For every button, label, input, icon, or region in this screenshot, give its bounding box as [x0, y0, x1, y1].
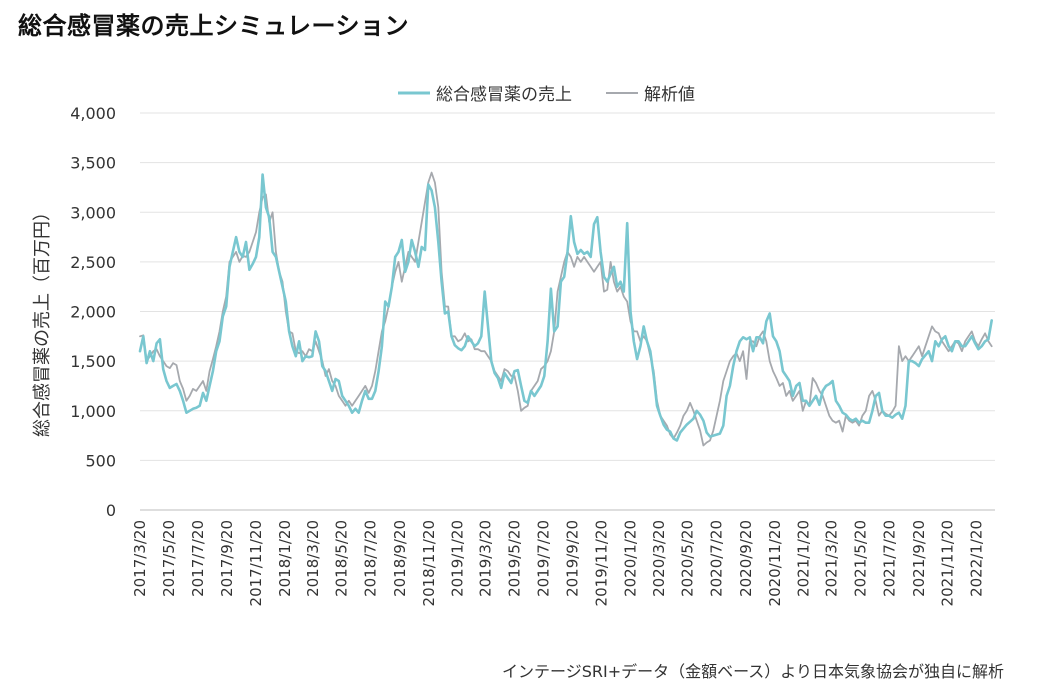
x-tick-label: 2018/3/20 [304, 520, 322, 597]
x-tick-label: 2020/5/20 [679, 520, 697, 597]
y-tick-label: 1,500 [70, 352, 116, 371]
x-tick-label: 2019/1/20 [449, 520, 467, 597]
x-tick-label: 2021/1/20 [795, 520, 813, 597]
y-tick-label: 3,500 [70, 154, 116, 173]
x-tick-label: 2021/11/20 [939, 520, 957, 606]
x-tick-label: 2020/7/20 [708, 520, 726, 597]
x-tick-label: 2019/7/20 [534, 520, 552, 597]
y-tick-label: 1,000 [70, 402, 116, 421]
legend-label-analysis: 解析値 [644, 85, 695, 105]
x-tick-label: 2021/9/20 [910, 520, 928, 597]
x-tick-label: 2020/9/20 [737, 520, 755, 597]
source-note: インテージSRI+データ（金額ベース）より日本気象協会が独自に解析 [502, 662, 1004, 681]
x-tick-label: 2018/1/20 [276, 520, 294, 597]
y-tick-label: 2,500 [70, 253, 116, 272]
x-tick-label: 2019/9/20 [564, 520, 582, 597]
x-tick-label: 2021/3/20 [823, 520, 841, 597]
x-tick-label: 2018/11/20 [420, 520, 438, 606]
x-tick-label: 2019/5/20 [505, 520, 523, 597]
series-lines [138, 171, 993, 447]
y-tick-label: 2,000 [70, 303, 116, 322]
x-tick-label: 2017/5/20 [160, 520, 178, 597]
x-axis-ticks: 2017/3/20 2017/5/20 2017/7/20 2017/9/20 2017… [131, 520, 986, 606]
y-tick-label: 3,000 [70, 203, 116, 222]
x-tick-label: 2018/7/20 [362, 520, 380, 597]
x-tick-label: 2022/1/20 [968, 520, 986, 597]
x-tick-label: 2020/3/20 [650, 520, 668, 597]
series-line-sales [138, 173, 993, 442]
x-tick-label: 2017/7/20 [189, 520, 207, 597]
x-tick-label: 2021/7/20 [880, 520, 898, 597]
legend-label-sales: 総合感冒薬の売上 [436, 85, 572, 105]
x-tick-label: 2019/11/20 [593, 520, 611, 606]
chart-title: 総合感冒薬の売上シミュレーション [18, 12, 410, 40]
y-axis-ticks: 0 500 1,000 1,500 2,000 2,500 3,000 3,500 4,000 [70, 104, 116, 520]
y-tick-label: 0 [106, 501, 116, 520]
x-tick-label: 2017/11/20 [247, 520, 265, 606]
x-tick-label: 2017/9/20 [218, 520, 236, 597]
x-tick-label: 2017/3/20 [131, 520, 149, 597]
gridlines [140, 112, 995, 511]
x-tick-label: 2021/5/20 [852, 520, 870, 597]
x-tick-label: 2020/1/20 [621, 520, 639, 597]
y-tick-label: 4,000 [70, 104, 116, 123]
legend: 総合感冒薬の売上 解析値 [398, 85, 695, 105]
x-tick-label: 2020/11/20 [766, 520, 784, 606]
x-tick-label: 2018/9/20 [391, 520, 409, 597]
x-tick-label: 2018/5/20 [333, 520, 351, 597]
x-tick-label: 2019/3/20 [477, 520, 495, 597]
y-tick-label: 500 [85, 451, 116, 470]
y-axis-label: 総合感冒薬の売上（百万円） [32, 203, 53, 437]
